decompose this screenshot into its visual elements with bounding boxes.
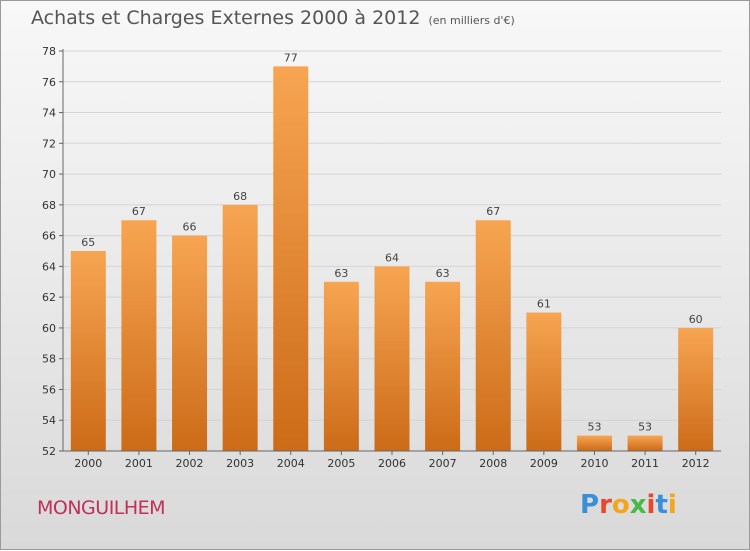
chart-subtitle: (en milliers d'€) [428, 14, 515, 27]
bar-2010 [576, 435, 612, 451]
y-tick-label: 56 [42, 383, 56, 396]
y-tick-label: 58 [42, 353, 56, 366]
y-tick-label: 64 [42, 260, 56, 273]
axes [59, 49, 721, 455]
x-tick-label-2012: 2012 [682, 457, 710, 470]
title-text: Achats et Charges Externes 2000 à 2012 [31, 7, 421, 29]
bar-2007 [425, 281, 461, 451]
y-tick-label: 54 [42, 414, 56, 427]
y-tick-label: 68 [42, 199, 56, 212]
y-tick-label: 66 [42, 230, 56, 243]
y-tick-label: 62 [42, 291, 56, 304]
value-label-2007: 63 [436, 267, 450, 280]
value-label-2004: 77 [284, 51, 298, 64]
y-tick-label: 74 [42, 107, 56, 120]
logo-letter: t [655, 490, 668, 520]
value-label-2000: 65 [81, 236, 95, 249]
labels: 52 54 56 58 60 62 64 66 68 70 72 74 76 78 65 2000 67 2001… [42, 45, 710, 470]
place-name: MONGUILHEM [37, 497, 166, 519]
bar-2002 [172, 235, 208, 451]
logo-letter: P [580, 490, 600, 520]
value-label-2003: 68 [233, 190, 247, 203]
value-label-2012: 60 [689, 313, 703, 326]
logo-letter: o [611, 490, 630, 520]
logo-letter: i [667, 490, 677, 520]
bar-2003 [222, 204, 258, 451]
x-tick-label-2001: 2001 [125, 457, 153, 470]
x-tick-label-2007: 2007 [429, 457, 457, 470]
chart-title: Achats et Charges Externes 2000 à 2012 (e… [31, 7, 515, 29]
x-tick-label-2010: 2010 [580, 457, 608, 470]
value-label-2002: 66 [183, 221, 197, 234]
bar-2004 [273, 66, 309, 451]
y-tick-label: 70 [42, 168, 56, 181]
value-label-2011: 53 [638, 421, 652, 434]
x-tick-label-2009: 2009 [530, 457, 558, 470]
logo-letter: x [629, 490, 647, 520]
bars [70, 66, 714, 451]
value-label-2001: 67 [132, 205, 146, 218]
bar-2006 [374, 266, 410, 451]
x-tick-label-2003: 2003 [226, 457, 254, 470]
x-tick-label-2002: 2002 [176, 457, 204, 470]
y-tick-label: 76 [42, 76, 56, 89]
y-tick-label: 72 [42, 137, 56, 150]
bar-2009 [526, 312, 562, 451]
bar-2008 [475, 220, 511, 451]
value-label-2009: 61 [537, 298, 551, 311]
x-tick-label-2000: 2000 [74, 457, 102, 470]
bar-2012 [678, 327, 714, 451]
bar-2011 [627, 435, 663, 451]
value-label-2010: 53 [587, 421, 601, 434]
bar-2001 [121, 220, 157, 451]
x-tick-label-2005: 2005 [327, 457, 355, 470]
x-tick-label-2008: 2008 [479, 457, 507, 470]
value-label-2006: 64 [385, 251, 399, 264]
x-tick-label-2004: 2004 [277, 457, 305, 470]
x-tick-label-2006: 2006 [378, 457, 406, 470]
value-label-2008: 67 [486, 205, 500, 218]
bar-2005 [323, 281, 359, 451]
y-tick-label: 60 [42, 322, 56, 335]
proxiti-logo: Proxiti [580, 490, 677, 520]
y-tick-label: 78 [42, 45, 56, 58]
x-tick-label-2011: 2011 [631, 457, 659, 470]
value-label-2005: 63 [334, 267, 348, 280]
logo-letter: r [599, 490, 612, 520]
y-tick-label: 52 [42, 445, 56, 458]
bar-2000 [70, 251, 106, 451]
logo-letter: i [646, 490, 656, 520]
